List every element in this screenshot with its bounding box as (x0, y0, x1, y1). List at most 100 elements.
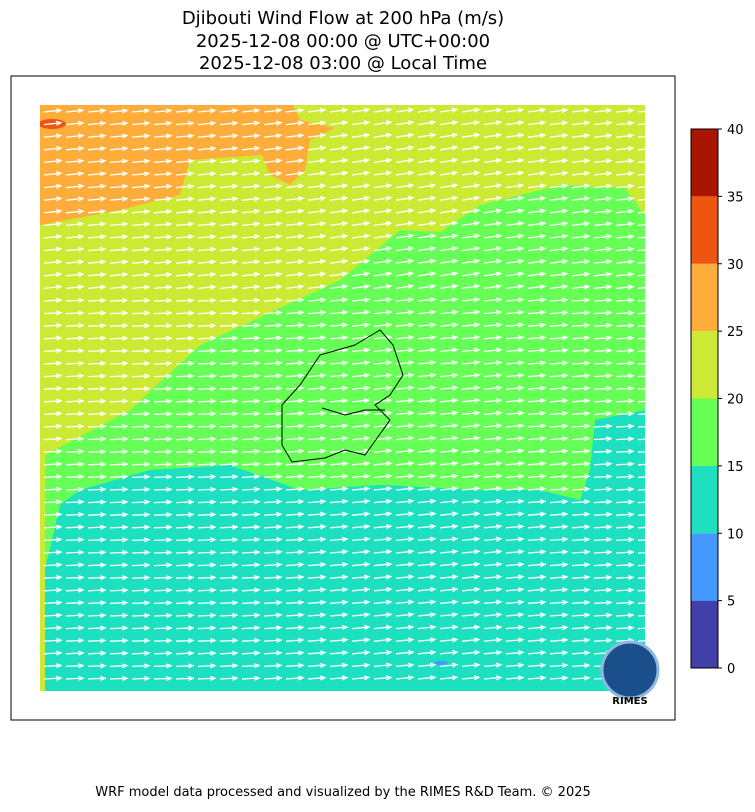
wind-arrow (483, 208, 503, 214)
wind-arrow (527, 373, 547, 379)
wind-arrow (417, 650, 437, 656)
wind-arrow (153, 562, 173, 568)
wind-arrow (637, 135, 645, 138)
colorbar-segment (691, 196, 718, 264)
wind-arrow (373, 233, 393, 239)
wind-arrow (571, 650, 591, 656)
wind-arrow (373, 385, 393, 391)
wind-arrow (197, 348, 217, 354)
wind-arrow (175, 436, 195, 442)
wind-arrow (153, 398, 173, 404)
wind-arrow (219, 612, 239, 618)
wind-arrow (65, 246, 85, 252)
wind-arrow (109, 171, 129, 177)
wind-arrow (637, 388, 645, 390)
wind-arrow (637, 375, 645, 378)
wind-arrow (197, 234, 217, 240)
wind-arrow (219, 373, 239, 379)
wind-arrow (109, 398, 129, 404)
colorbar-tick-label: 10 (727, 527, 744, 542)
wind-arrow (527, 637, 547, 643)
wind-arrow (219, 436, 239, 442)
wind-arrow (417, 335, 437, 341)
wind-arrow (197, 423, 217, 429)
wind-arrow (593, 411, 613, 417)
wind-arrow (505, 158, 525, 164)
wind-arrow (505, 233, 525, 239)
wind-arrow (439, 360, 459, 366)
wind-arrow (483, 574, 503, 580)
wind-arrow (109, 373, 129, 379)
wind-arrow (351, 612, 371, 618)
wind-arrow (285, 133, 305, 139)
wind-arrow (527, 549, 547, 555)
wind-arrow (285, 208, 305, 214)
wind-arrow (505, 183, 525, 189)
wind-arrow (615, 625, 635, 631)
wind-arrow (87, 272, 107, 278)
wind-arrow (527, 612, 547, 618)
wind-arrow (527, 347, 547, 353)
wind-arrow (615, 284, 635, 290)
wind-arrow (263, 511, 283, 517)
title-line: 2025-12-08 00:00 @ UTC+00:00 (196, 31, 490, 52)
wind-arrow (571, 158, 591, 164)
wind-arrow (263, 335, 283, 341)
wind-arrow (263, 574, 283, 580)
wind-arrow (131, 486, 151, 493)
wind-arrow (197, 411, 217, 417)
wind-arrow (241, 360, 261, 366)
wind-arrow (65, 499, 85, 505)
wind-arrow (241, 663, 261, 669)
wind-arrow (615, 461, 635, 467)
wind-arrow (153, 612, 173, 619)
wind-arrow (241, 108, 261, 114)
wind-arrow (197, 120, 217, 126)
colorbar-tick-label: 0 (727, 662, 735, 677)
wind-arrow (373, 461, 393, 467)
wind-arrow (571, 297, 591, 303)
wind-arrow (241, 675, 261, 681)
wind-arrow (373, 398, 393, 404)
wind-arrow (43, 297, 63, 303)
wind-arrow (505, 322, 525, 328)
wind-arrow (505, 195, 525, 201)
wind-arrow (571, 612, 591, 618)
title-line: Djibouti Wind Flow at 200 hPa (m/s) (182, 8, 504, 29)
wind-arrow (175, 499, 195, 505)
colorbar-segment (691, 398, 718, 466)
wind-arrow (593, 322, 613, 328)
wind-arrow (527, 107, 547, 113)
wind-arrow (439, 423, 459, 429)
wind-arrow (65, 221, 85, 227)
wind-arrow (549, 385, 569, 391)
wind-arrow (43, 549, 63, 555)
wind-arrow (241, 373, 261, 379)
wind-arrow (593, 537, 613, 543)
wind-arrow (175, 209, 195, 215)
wind-arrow (549, 170, 569, 176)
colorbar-tick-label: 15 (727, 460, 744, 475)
wind-arrow (263, 348, 283, 354)
wind-arrow (395, 170, 415, 176)
wind-arrow (131, 461, 151, 467)
wind-arrow (87, 183, 107, 189)
wind-arrow (43, 625, 63, 631)
title-line: 2025-12-08 03:00 @ Local Time (199, 53, 487, 74)
wind-arrow (615, 196, 635, 202)
map-frame (10, 75, 676, 721)
wind-arrow (87, 171, 107, 177)
wind-arrow (197, 221, 217, 227)
wind-arrow (131, 348, 151, 354)
wind-arrow (263, 625, 283, 631)
wind-arrow (329, 183, 349, 189)
wind-arrow (219, 625, 239, 631)
wind-arrow (615, 574, 635, 581)
wind-arrow (439, 498, 459, 504)
wind-arrow (351, 385, 371, 391)
wind-arrow (439, 385, 459, 391)
wind-arrow (571, 259, 591, 265)
wind-arrow (351, 258, 371, 264)
wind-arrow (351, 347, 371, 353)
wind-arrow (197, 246, 217, 252)
